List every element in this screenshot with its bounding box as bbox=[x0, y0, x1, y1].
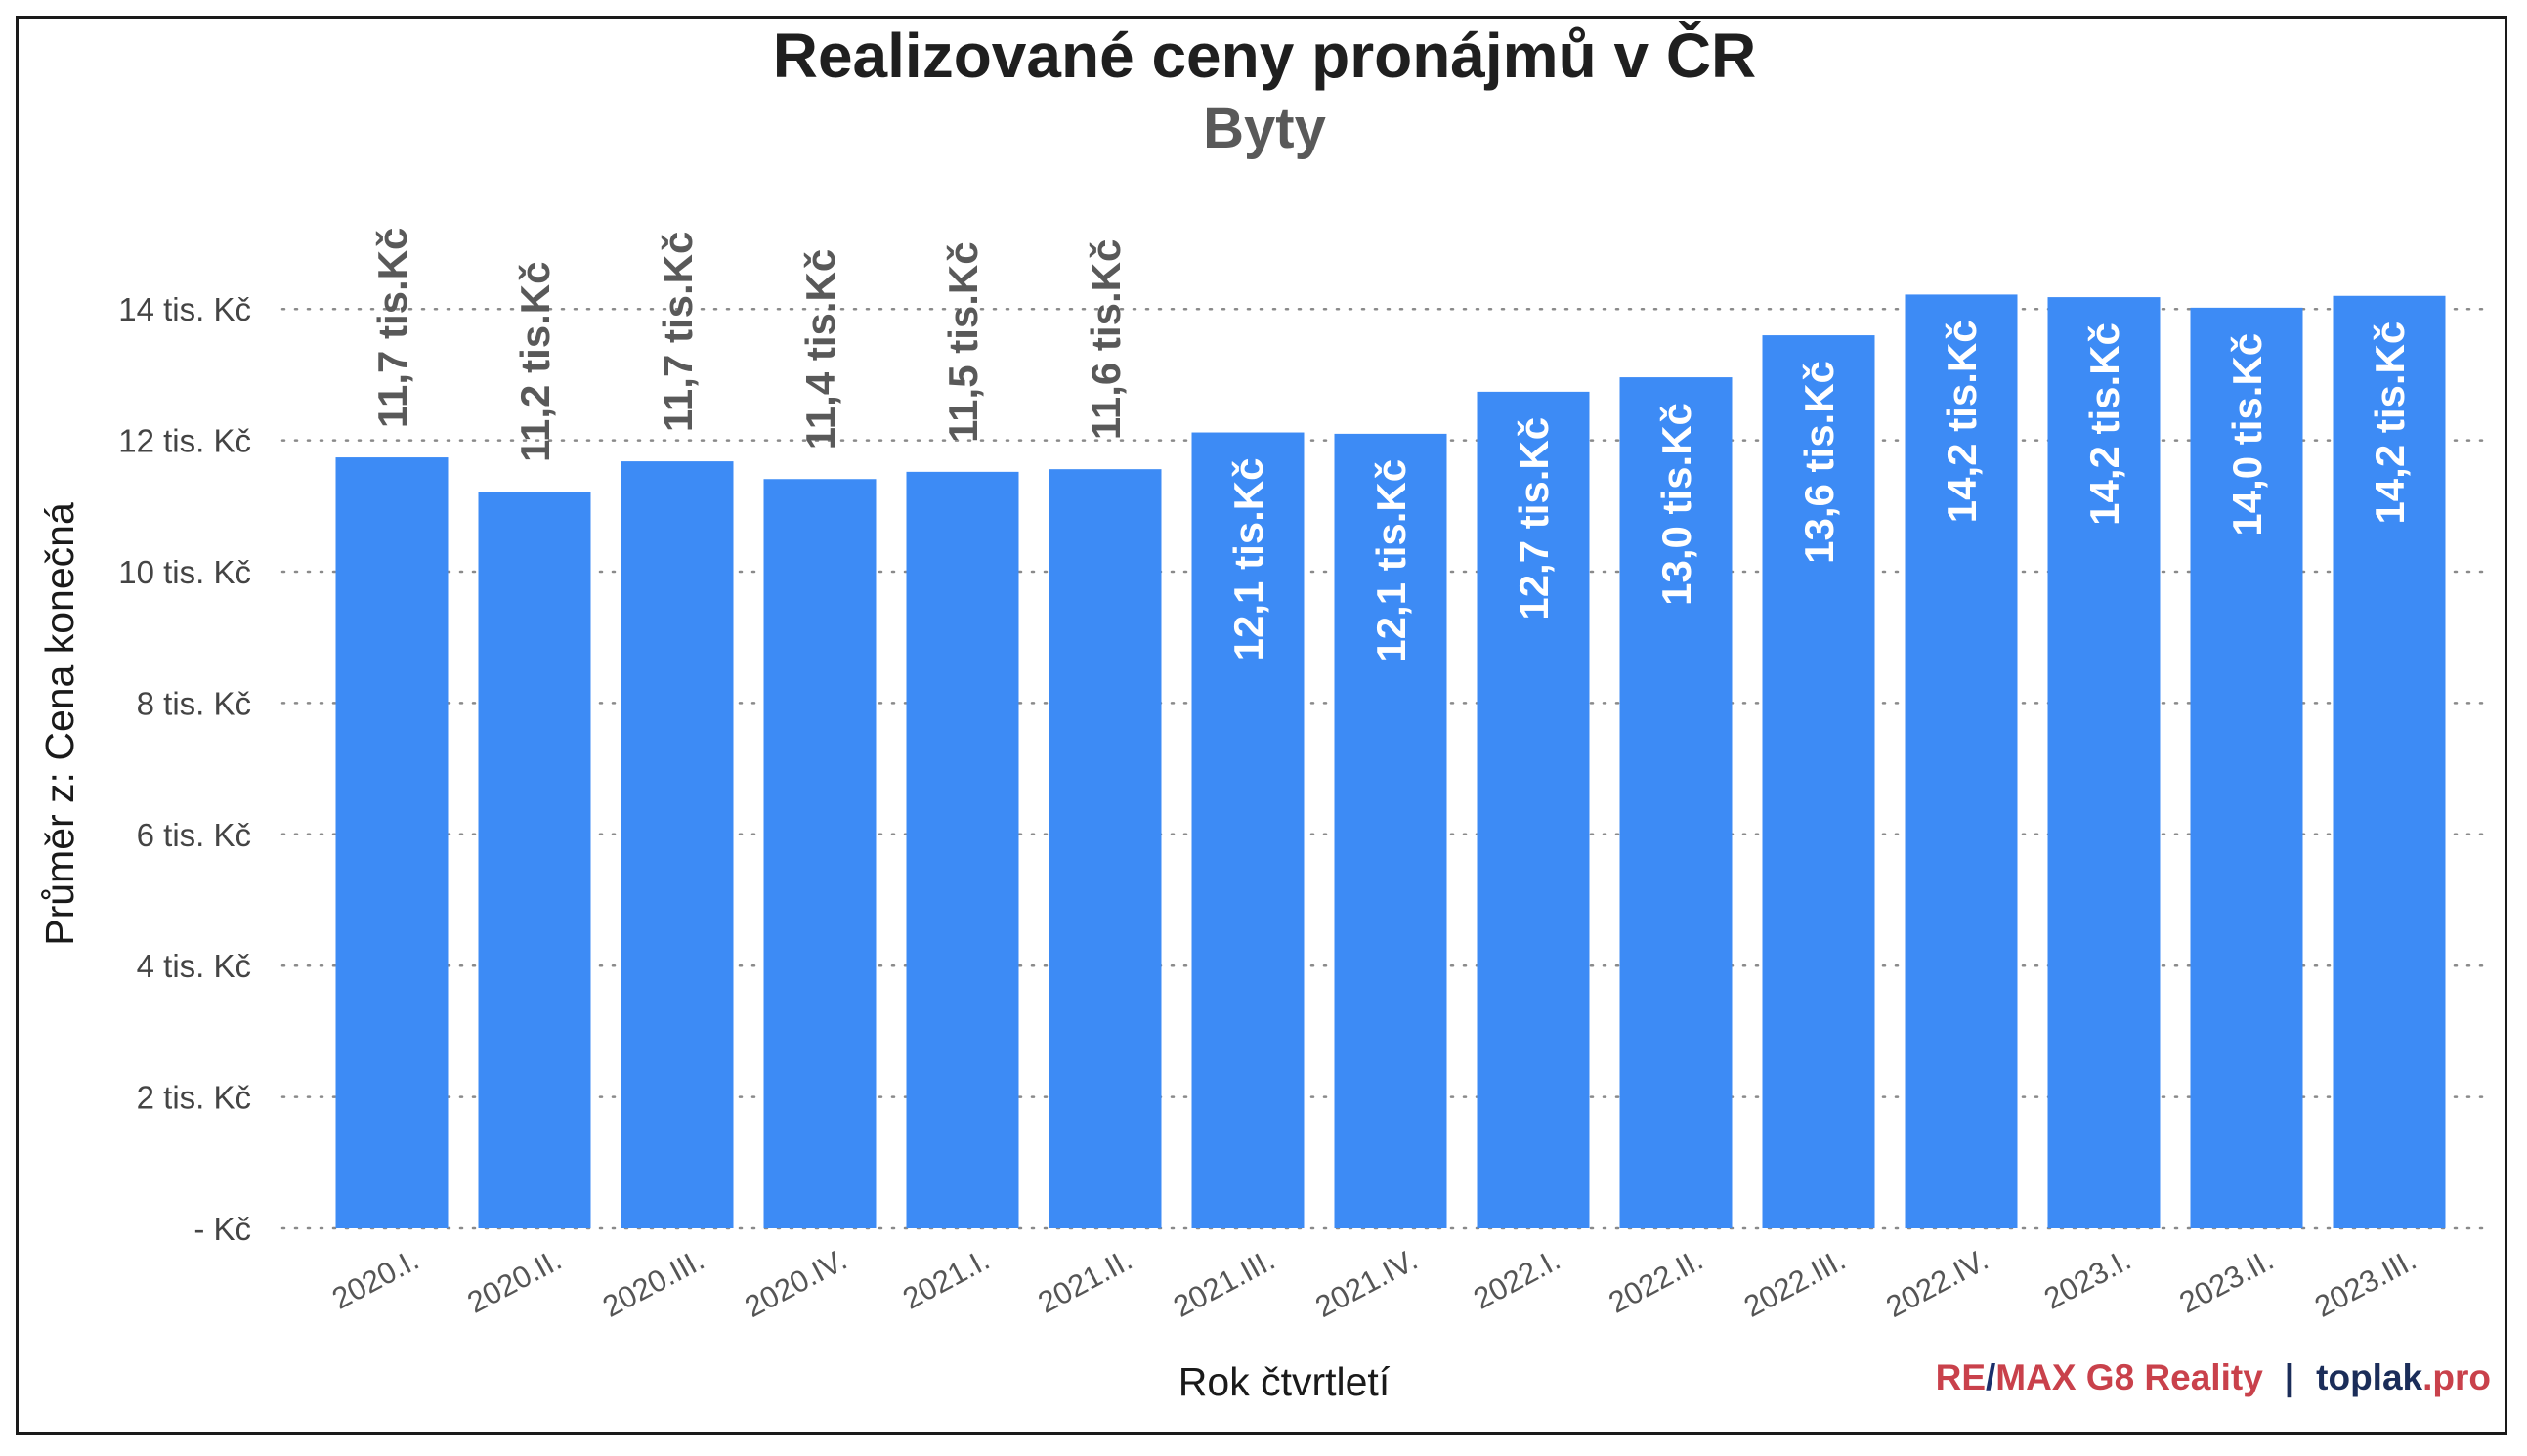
bar bbox=[335, 457, 449, 1228]
data-label: 11,4 tis.Kč bbox=[797, 249, 843, 450]
y-tick-label: 14 tis. Kč bbox=[118, 291, 251, 327]
y-tick-label: 8 tis. Kč bbox=[137, 685, 251, 721]
brand-signature: RE/MAX G8 Reality | toplak.pro bbox=[1936, 1357, 2491, 1398]
chart-subtitle: Byty bbox=[1203, 97, 1326, 160]
y-tick-label: 12 tis. Kč bbox=[118, 423, 251, 459]
bar bbox=[2190, 307, 2303, 1229]
data-label: 14,2 tis.Kč bbox=[2367, 321, 2413, 525]
data-label: 12,1 tis.Kč bbox=[1368, 459, 1414, 663]
bar bbox=[621, 461, 734, 1228]
data-label: 11,7 tis.Kč bbox=[369, 228, 415, 428]
data-label: 14,2 tis.Kč bbox=[2081, 322, 2127, 526]
chart-title: Realizované ceny pronájmů v ČR bbox=[773, 20, 1757, 91]
bar bbox=[906, 471, 1019, 1229]
data-label: 13,0 tis.Kč bbox=[1653, 403, 1699, 606]
bar bbox=[1334, 433, 1447, 1228]
x-tick-label: 2020.IV. bbox=[739, 1242, 852, 1324]
x-tick-label: 2022.I. bbox=[1468, 1242, 1565, 1315]
x-tick-label: 2022.IV. bbox=[1880, 1242, 1993, 1324]
bar bbox=[763, 479, 877, 1228]
x-tick-label: 2021.I. bbox=[897, 1242, 995, 1315]
x-tick-label: 2020.III. bbox=[597, 1242, 709, 1323]
bar bbox=[1049, 469, 1162, 1229]
bar bbox=[1191, 432, 1305, 1228]
x-tick-label: 2023.III. bbox=[2309, 1242, 2421, 1323]
brand-remax-name: MAX G8 Reality bbox=[1995, 1357, 2263, 1397]
x-axis-ticks: 2020.I. 2020.II. 2020.III. 2020.IV. 2021.I. 2… bbox=[326, 1242, 2421, 1324]
bar bbox=[1477, 391, 1590, 1228]
x-tick-label: 2023.I. bbox=[2038, 1242, 2136, 1315]
x-tick-label: 2020.I. bbox=[326, 1242, 424, 1315]
y-tick-label: 6 tis. Kč bbox=[137, 817, 251, 853]
bar bbox=[478, 492, 591, 1228]
data-label: 14,2 tis.Kč bbox=[1939, 320, 1985, 523]
bars bbox=[335, 294, 2446, 1229]
y-axis-title: Průměr z: Cena konečná bbox=[37, 502, 82, 946]
data-label: 11,2 tis.Kč bbox=[512, 262, 558, 462]
bar bbox=[1762, 335, 1875, 1229]
x-tick-label: 2020.II. bbox=[462, 1242, 568, 1319]
bar bbox=[1619, 377, 1733, 1228]
brand-toplak-tld: .pro bbox=[2422, 1357, 2491, 1397]
y-axis-ticks: - Kč 2 tis. Kč 4 tis. Kč 6 tis. Kč 8 tis. Kč… bbox=[118, 291, 251, 1247]
x-tick-label: 2021.II. bbox=[1033, 1242, 1138, 1319]
chart-frame: Realizované ceny pronájmů v ČR Byty - Kč… bbox=[16, 16, 2507, 1435]
x-tick-label: 2021.IV. bbox=[1309, 1242, 1423, 1324]
data-label: 13,6 tis.Kč bbox=[1796, 361, 1842, 564]
brand-remax-re: RE bbox=[1936, 1357, 1986, 1397]
data-label: 12,7 tis.Kč bbox=[1511, 417, 1557, 621]
data-label: 11,7 tis.Kč bbox=[655, 232, 701, 432]
y-tick-label: 4 tis. Kč bbox=[137, 948, 251, 984]
x-tick-label: 2021.III. bbox=[1168, 1242, 1280, 1323]
data-label: 11,6 tis.Kč bbox=[1083, 239, 1129, 440]
data-label: 14,0 tis.Kč bbox=[2224, 333, 2270, 536]
brand-remax-slash: / bbox=[1986, 1357, 1995, 1397]
x-tick-label: 2022.II. bbox=[1604, 1242, 1709, 1319]
x-tick-label: 2023.II. bbox=[2174, 1242, 2280, 1319]
x-axis-title: Rok čtvrtletí bbox=[1178, 1359, 1391, 1404]
y-tick-label: - Kč bbox=[193, 1211, 251, 1247]
data-label: 12,1 tis.Kč bbox=[1225, 458, 1271, 662]
y-tick-label: 10 tis. Kč bbox=[118, 554, 251, 590]
bar bbox=[2333, 295, 2446, 1228]
bar bbox=[2047, 297, 2161, 1228]
data-label: 11,5 tis.Kč bbox=[940, 241, 986, 442]
x-tick-label: 2022.III. bbox=[1738, 1242, 1851, 1323]
bar-chart: Realizované ceny pronájmů v ČR Byty - Kč… bbox=[37, 20, 2493, 1404]
data-labels: 11,7 tis.Kč 11,2 tis.Kč 11,7 tis.Kč 11,4 ti… bbox=[369, 228, 2413, 663]
brand-separator: | bbox=[2285, 1357, 2294, 1398]
brand-toplak: toplak bbox=[2316, 1357, 2422, 1397]
bar bbox=[1905, 294, 2018, 1228]
y-tick-label: 2 tis. Kč bbox=[137, 1080, 251, 1116]
